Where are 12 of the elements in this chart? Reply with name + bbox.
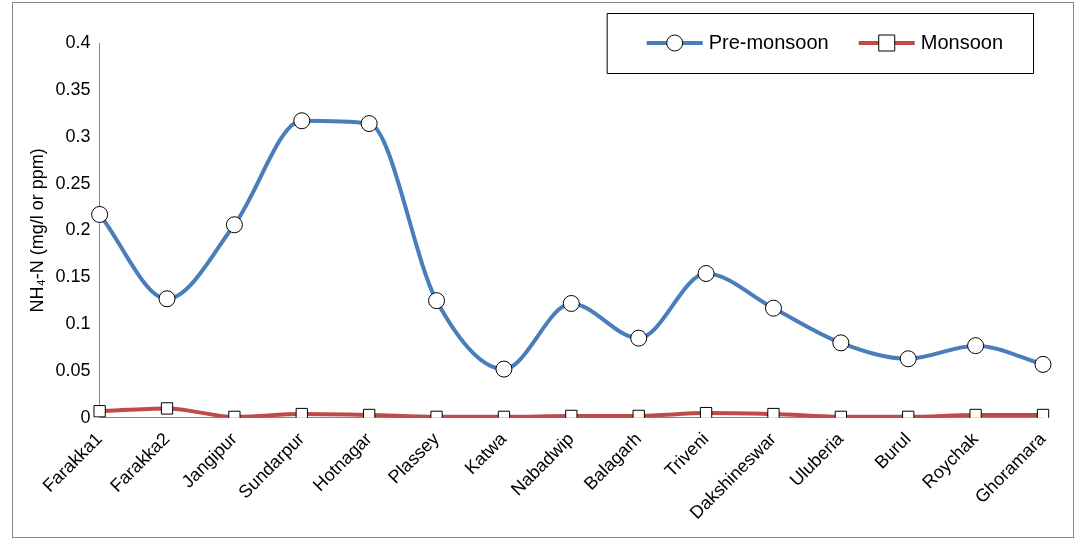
y-tick-label: 0.35 [55, 78, 91, 99]
y-tick-label: 0.15 [55, 266, 91, 287]
y-tick-label: 0.2 [65, 219, 91, 240]
y-tick-label: 0.3 [65, 125, 91, 146]
y-axis-title: NH₄-N (mg/l or ppm) [26, 148, 47, 313]
y-tick-label: 0.1 [65, 313, 91, 334]
y-tick-label: 0 [80, 406, 91, 427]
legend-label: Monsoon [920, 30, 1004, 53]
y-tick-label: 0.25 [55, 172, 91, 193]
y-tick-label: 0.4 [65, 31, 91, 52]
y-tick-label: 0.05 [55, 359, 91, 380]
legend-label: Pre-monsoon [708, 30, 829, 53]
